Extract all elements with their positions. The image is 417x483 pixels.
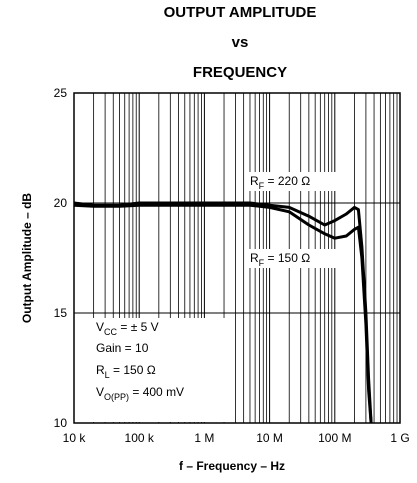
chart-title-line-2: vs (232, 34, 249, 51)
series-label: RF = 150 Ω (250, 251, 310, 268)
x-tick-label: 1 M (194, 431, 214, 445)
conditions-line: RL = 150 Ω (96, 363, 156, 380)
y-axis-label: Output Amplitude – dB (20, 193, 34, 324)
y-tick-label: 20 (54, 196, 68, 210)
x-tick-label: 100 k (125, 431, 155, 445)
chart-title-line-3: FREQUENCY (193, 64, 287, 81)
x-tick-label: 10 M (256, 431, 283, 445)
y-tick-label: 10 (54, 416, 68, 430)
conditions-panel (75, 318, 231, 422)
annotation-layer: VCC = ± 5 V Gain = 10 RL = 150 Ω VO(PP) = 4… (75, 172, 340, 422)
frame-layer (73, 92, 401, 424)
tick-label-layer: 10 k 100 k 1 M 10 M 100 M 1 G 10 15 20 25 (54, 86, 410, 445)
series-label-background (247, 249, 340, 268)
y-tick-label: 25 (54, 86, 68, 100)
conditions-line: VO(PP) = 400 mV (96, 385, 184, 402)
chart-title-line-1: OUTPUT AMPLITUDE (164, 4, 317, 21)
series-label-background (247, 172, 340, 191)
series-label: RF = 220 Ω (250, 174, 310, 191)
series-layer (73, 201, 373, 424)
y-tick-label: 15 (54, 306, 68, 320)
x-axis-label: f – Frequency – Hz (179, 459, 285, 473)
conditions-line: Gain = 10 (96, 341, 149, 355)
series-line (73, 203, 373, 424)
conditions-line: VCC = ± 5 V (96, 320, 159, 337)
x-tick-label: 100 M (318, 431, 351, 445)
x-tick-label: 1 G (390, 431, 409, 445)
plot-frame (73, 92, 401, 424)
x-tick-label: 10 k (63, 431, 87, 445)
